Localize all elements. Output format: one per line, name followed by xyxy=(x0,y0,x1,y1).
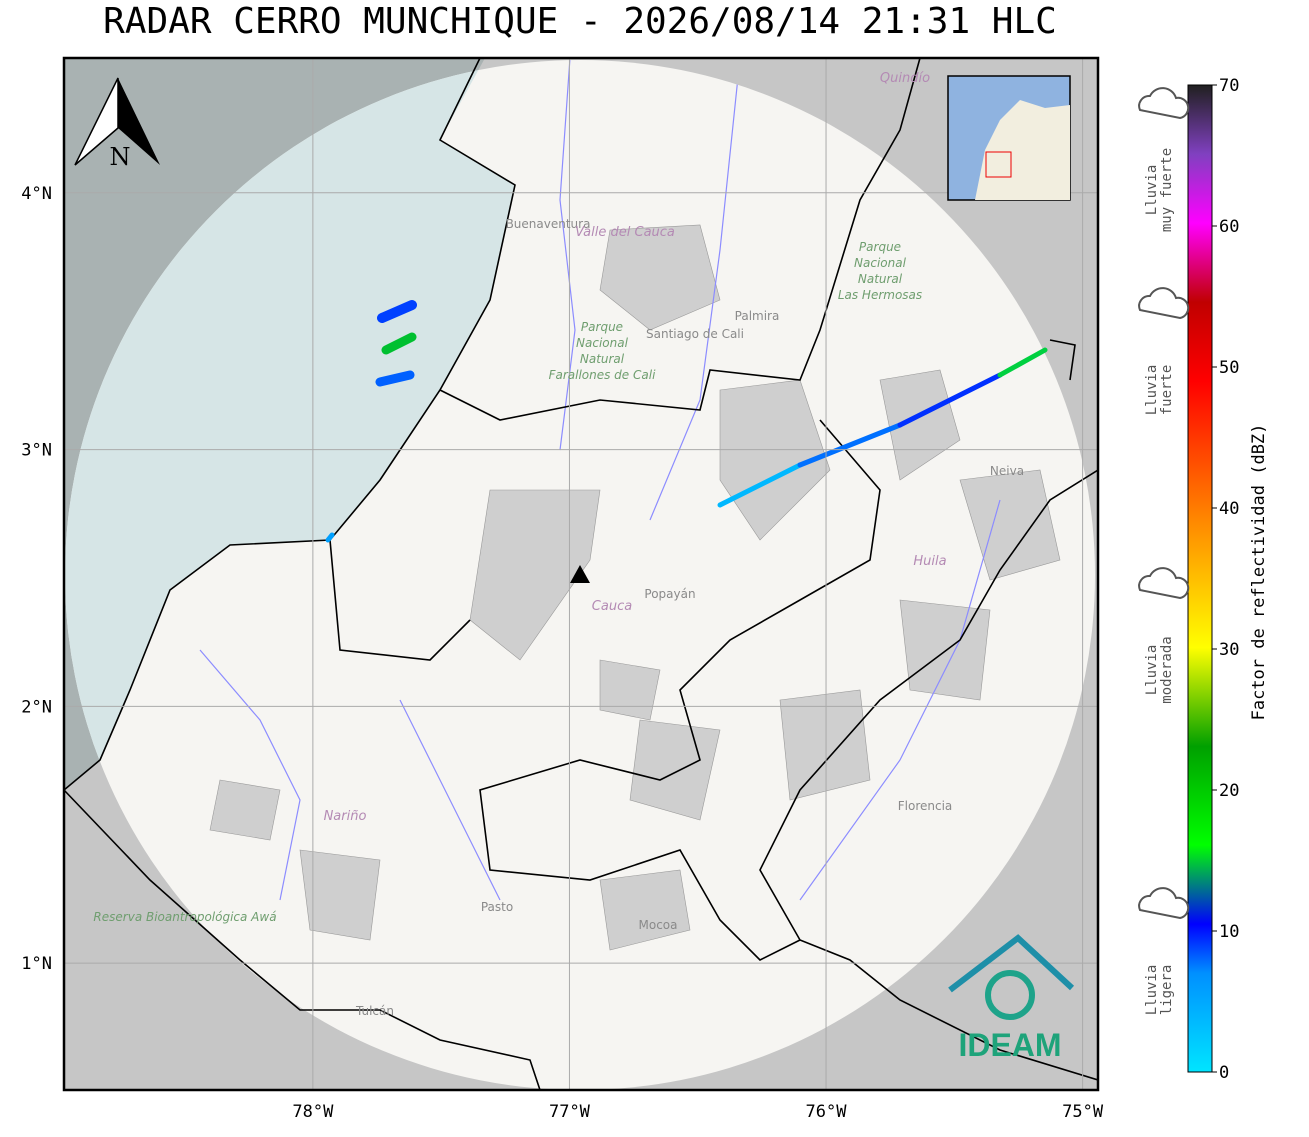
y-tick-label: 3°N xyxy=(21,441,52,461)
place-label: Pasto xyxy=(481,900,513,914)
place-label: Mocoa xyxy=(639,918,678,932)
place-label: Cauca xyxy=(592,599,632,614)
rain-icon xyxy=(1138,887,1190,920)
colorbar-tick-label: 70 xyxy=(1219,76,1239,96)
x-tick-label: 77°W xyxy=(549,1102,591,1122)
x-tick-label: 75°W xyxy=(1062,1102,1104,1122)
radar-echo xyxy=(325,300,1048,543)
place-label: Buenaventura xyxy=(506,217,591,231)
place-label: Parque Nacional Natural Las Hermosas xyxy=(838,240,922,302)
y-tick-label: 2°N xyxy=(21,697,52,717)
place-label: Valle del Cauca xyxy=(575,225,675,240)
rain-level-label: Lluviamoderada xyxy=(1144,636,1175,703)
north-arrow: N xyxy=(74,77,160,171)
place-label: Reserva Bioantropológica Awá xyxy=(93,910,276,924)
place-label: Tulcán xyxy=(355,1004,394,1018)
title: RADAR CERRO MUNCHIQUE - 2026/08/14 21:31… xyxy=(103,1,1057,42)
colorbar-tick-label: 60 xyxy=(1219,217,1239,237)
y-tick-label: 1°N xyxy=(21,954,52,974)
place-label: Palmira xyxy=(735,309,780,323)
inset-map xyxy=(947,75,1071,201)
radar-site xyxy=(570,565,590,583)
x-tick-label: 78°W xyxy=(292,1102,334,1122)
north-label: N xyxy=(110,143,131,171)
y-tick-label: 4°N xyxy=(21,184,52,204)
place-label: Florencia xyxy=(898,799,953,813)
colorbar-tick-label: 30 xyxy=(1219,640,1239,660)
colorbar xyxy=(1187,84,1213,1073)
rain-level-label: Lluviamuy fuerte xyxy=(1144,148,1175,232)
logo: IDEAM xyxy=(948,934,1075,1063)
place-label: Parque Nacional Natural Farallones de Cali xyxy=(549,320,656,382)
logo-text: IDEAM xyxy=(958,1027,1061,1063)
colorbar-tick-label: 40 xyxy=(1219,499,1239,519)
x-tick-label: 76°W xyxy=(806,1102,848,1122)
rain-icon xyxy=(1138,287,1190,320)
colorbar-tick-label: 0 xyxy=(1219,1063,1229,1083)
place-label: Santiago de Cali xyxy=(646,327,744,341)
rain-level-label: Lluviafuerte xyxy=(1144,365,1175,416)
rain-icon xyxy=(1138,567,1190,600)
rain-icon xyxy=(1138,87,1190,120)
place-label: Huila xyxy=(913,554,946,569)
colorbar-tick-label: 20 xyxy=(1219,781,1239,801)
place-label: Quindío xyxy=(880,71,930,86)
colorbar-label: Factor de reflectividad (dBZ) xyxy=(1249,424,1269,721)
colorbar-tick-label: 50 xyxy=(1219,358,1239,378)
rain-level-label: Lluvialigera xyxy=(1144,965,1175,1016)
place-label: Nariño xyxy=(324,809,367,824)
colorbar-tick-label: 10 xyxy=(1219,922,1239,942)
place-label: Popayán xyxy=(644,587,695,601)
place-label: Neiva xyxy=(990,464,1024,478)
map-frame xyxy=(62,56,1100,1092)
